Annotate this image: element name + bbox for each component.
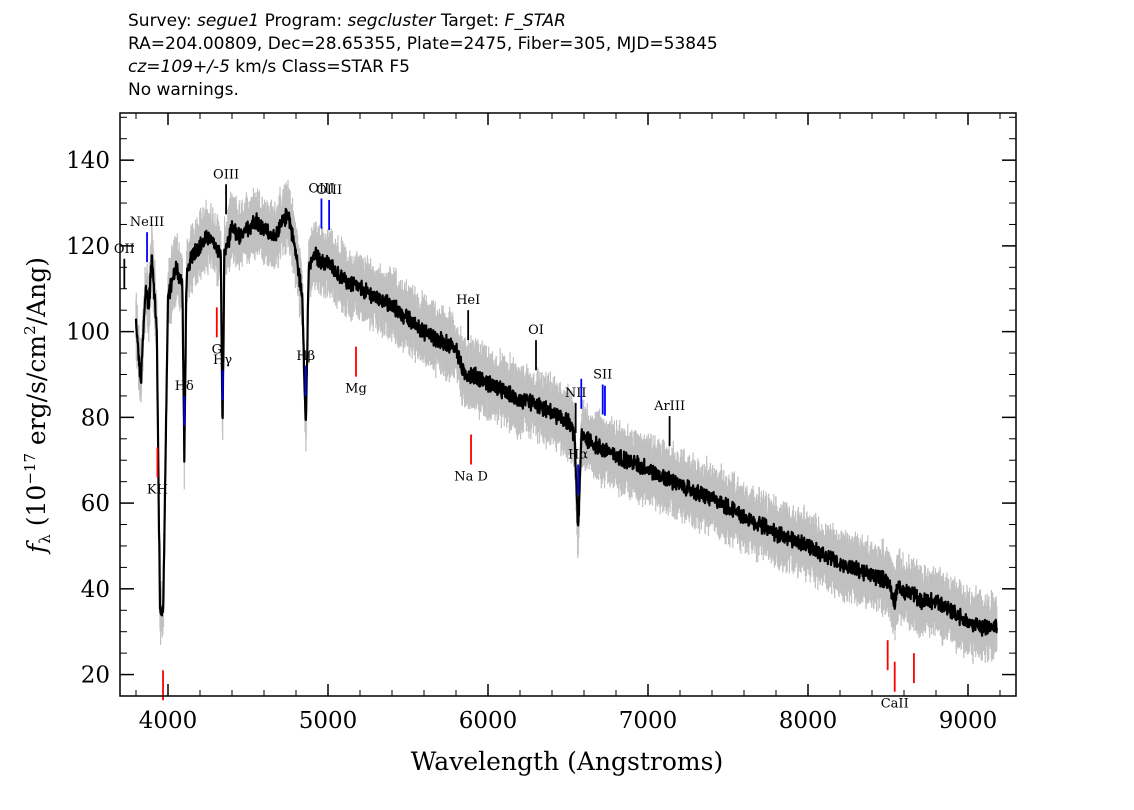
x-tick-label: 4000 bbox=[139, 708, 198, 734]
spectral-line-label: Hα bbox=[568, 448, 588, 463]
y-tick-label: 60 bbox=[81, 491, 110, 517]
x-axis-title: Wavelength (Angstroms) bbox=[411, 747, 723, 776]
spectral-line-label: G bbox=[212, 342, 222, 357]
ticks-layer: 4000 5000 6000 7000 8000 9000 20 40 60 80 100 120 14… bbox=[66, 113, 1016, 734]
spectral-line-label: OI bbox=[528, 323, 544, 338]
spectral-line-label: CaII bbox=[881, 697, 909, 712]
class-text: km/s Class=STAR F5 bbox=[229, 57, 410, 77]
y-tick-label: 120 bbox=[66, 234, 110, 260]
header-line-warnings: No warnings. bbox=[128, 80, 239, 100]
redshift-value: cz=109+/-5 bbox=[128, 57, 230, 77]
plot-frame bbox=[119, 112, 1017, 697]
spectral-line-label: Na D bbox=[454, 470, 488, 485]
y-axis-title-f: f bbox=[22, 540, 51, 555]
y-axis-title-end: /Ang) bbox=[22, 257, 51, 325]
survey-label: Survey: bbox=[128, 11, 192, 31]
header-line-survey: Survey: segue1 Program: segcluster Targe… bbox=[128, 10, 718, 33]
y-tick-label: 140 bbox=[66, 148, 110, 174]
spectrum-header: Survey: segue1 Program: segcluster Targe… bbox=[128, 10, 718, 102]
y-axis-title-mid: erg/s/cm bbox=[22, 335, 51, 453]
spectral-line-label: SII bbox=[593, 368, 612, 383]
y-tick-label: 40 bbox=[81, 577, 110, 603]
spectral-line-label: HeI bbox=[456, 293, 480, 308]
y-axis-title: fλ (10−17 erg/s/cm2/Ang) bbox=[21, 257, 54, 555]
program-value: segcluster bbox=[347, 11, 436, 31]
spectral-line-label: Hδ bbox=[175, 379, 194, 394]
x-tick-label: 8000 bbox=[779, 708, 838, 734]
y-axis-title-exp: −17 bbox=[21, 453, 39, 485]
survey-value: segue1 bbox=[197, 11, 260, 31]
flux-line bbox=[134, 207, 998, 637]
header-line-coordinates: RA=204.00809, Dec=28.65355, Plate=2475, … bbox=[128, 34, 718, 54]
spectral-line-label: OIII bbox=[213, 167, 239, 182]
spectral-line-label: OIII bbox=[316, 183, 342, 198]
program-label: Program: bbox=[264, 11, 343, 31]
header-line-class: cz=109+/-5 km/s Class=STAR F5 bbox=[128, 56, 718, 79]
x-tick-label: 6000 bbox=[459, 708, 518, 734]
series-layer bbox=[134, 179, 998, 664]
y-tick-label: 80 bbox=[81, 405, 110, 431]
y-tick-label: 20 bbox=[81, 663, 110, 689]
x-tick-label: 5000 bbox=[299, 708, 358, 734]
spectral-line-label: OIII bbox=[308, 182, 334, 197]
x-tick-label: 7000 bbox=[619, 708, 678, 734]
spectral-line-label: ArIII bbox=[653, 399, 685, 414]
y-axis-title-main: (10 bbox=[22, 485, 51, 535]
target-value: F_STAR bbox=[504, 11, 566, 31]
spectral-line-label: Mg bbox=[345, 382, 367, 397]
spectral-line-label: NeIII bbox=[130, 215, 164, 230]
x-tick-label: 9000 bbox=[939, 708, 998, 734]
y-tick-label: 100 bbox=[66, 320, 110, 346]
y-axis-title-exp2: 2 bbox=[21, 325, 39, 335]
target-label: Target: bbox=[440, 11, 500, 31]
spectral-line-label: Hγ bbox=[213, 353, 232, 368]
y-axis-title-sub: λ bbox=[36, 534, 54, 544]
spectral-line-label: KH bbox=[147, 482, 168, 497]
spectral-line-label: OII bbox=[114, 242, 135, 257]
spectral-line-label: Hβ bbox=[296, 349, 315, 364]
spectral-line-label: NII bbox=[565, 386, 587, 401]
